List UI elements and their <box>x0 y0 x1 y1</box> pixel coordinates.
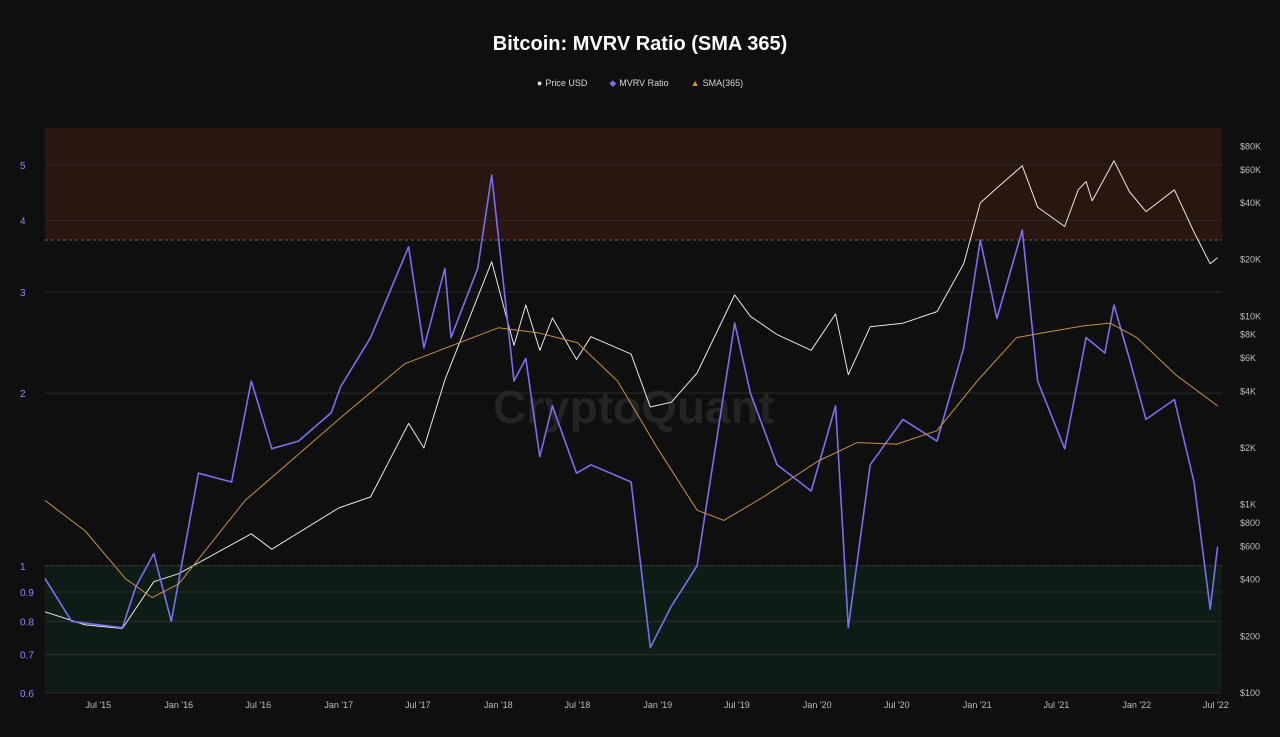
legend-marker: ▲ <box>690 78 700 88</box>
y-right-tick-label: $800 <box>1240 518 1260 528</box>
y-left-tick-label: 0.7 <box>20 651 34 662</box>
y-right-tick-label: $8K <box>1240 330 1256 340</box>
x-tick-label: Jul '21 <box>1043 700 1069 710</box>
y-left-tick-label: 4 <box>20 217 26 228</box>
y-right-tick-label: $80K <box>1240 141 1261 151</box>
y-left-tick-label: 0.8 <box>20 617 34 628</box>
y-left-tick-label: 3 <box>20 288 26 299</box>
x-tick-label: Jan '20 <box>803 700 832 710</box>
y-right-tick-label: $6K <box>1240 353 1256 363</box>
x-tick-label: Jan '22 <box>1122 700 1151 710</box>
zone-overvalued <box>45 128 1222 240</box>
legend-label: SMA(365) <box>702 78 744 88</box>
y-left-tick-label: 0.9 <box>20 588 34 599</box>
y-left-tick-label: 0.6 <box>20 689 34 700</box>
legend-marker: ● <box>536 78 543 88</box>
y-right-tick-label: $2K <box>1240 443 1256 453</box>
y-left-tick-label: 1 <box>20 562 26 573</box>
y-right-tick-label: $40K <box>1240 198 1261 208</box>
x-tick-label: Jan '21 <box>963 700 992 710</box>
y-right-tick-label: $10K <box>1240 311 1261 321</box>
legend-label: Price USD <box>545 78 588 88</box>
y-right-tick-label: $60K <box>1240 165 1261 175</box>
legend-item: ▲ SMA(365) <box>691 78 743 88</box>
x-tick-label: Jan '17 <box>324 700 353 710</box>
y-right-tick-label: $4K <box>1240 386 1256 396</box>
sma-365-line <box>44 322 1218 599</box>
x-tick-label: Jul '16 <box>245 700 271 710</box>
x-tick-label: Jan '16 <box>164 700 193 710</box>
x-tick-label: Jul '20 <box>884 700 910 710</box>
y-left-tick-label: 5 <box>20 161 26 172</box>
legend: ● Price USD ◆ MVRV Ratio ▲ SMA(365) <box>0 78 1280 89</box>
x-tick-label: Jul '15 <box>85 700 111 710</box>
y-right-tick-label: $200 <box>1240 631 1260 641</box>
y-right-tick-label: $100 <box>1240 688 1260 698</box>
y-right-tick-label: $400 <box>1240 575 1260 585</box>
x-tick-label: Jul '22 <box>1203 700 1229 710</box>
legend-item: ● Price USD <box>537 78 587 88</box>
x-tick-label: Jan '19 <box>643 700 672 710</box>
price-usd-line <box>44 160 1218 629</box>
x-tick-label: Jul '17 <box>405 700 431 710</box>
zone-undervalued <box>45 565 1222 693</box>
y-right-tick-label: $20K <box>1240 255 1261 265</box>
y-left-tick-label: 2 <box>20 389 26 400</box>
x-tick-label: Jul '18 <box>564 700 590 710</box>
chart-title: Bitcoin: MVRV Ratio (SMA 365) <box>492 33 788 55</box>
legend-marker: ◆ <box>609 78 617 88</box>
x-tick-label: Jul '19 <box>724 700 750 710</box>
x-tick-label: Jan '18 <box>484 700 513 710</box>
y-right-tick-label: $600 <box>1240 541 1260 551</box>
legend-label: MVRV Ratio <box>619 78 669 88</box>
y-right-tick-label: $1K <box>1240 500 1256 510</box>
legend-item: ◆ MVRV Ratio <box>609 78 668 89</box>
mvrv-ratio-line <box>44 174 1219 649</box>
